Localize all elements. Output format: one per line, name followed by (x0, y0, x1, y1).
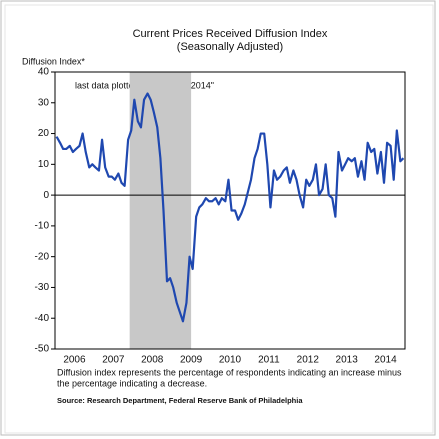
x-tick-label: 2014 (374, 355, 397, 366)
chart-title: Current Prices Received Diffusion Index (133, 28, 328, 40)
y-tick-label: 40 (38, 67, 50, 78)
y-tick-label: -30 (35, 282, 50, 293)
y-tick-label: 30 (38, 97, 50, 108)
y-tick-label: 10 (38, 159, 50, 170)
x-tick-label: 2009 (180, 355, 203, 366)
x-tick-label: 2008 (141, 355, 164, 366)
x-tick-label: 2013 (336, 355, 359, 366)
x-tick-label: 2006 (63, 355, 86, 366)
y-tick-label: -40 (35, 313, 50, 324)
y-tick-label: -10 (35, 221, 50, 232)
x-tick-label: 2011 (258, 355, 280, 366)
chart-subtitle: (Seasonally Adjusted) (177, 41, 283, 53)
source: Source: Research Department, Federal Res… (57, 396, 303, 405)
y-tick-label: -50 (35, 344, 50, 355)
x-tick-label: 2007 (102, 355, 125, 366)
y-tick-label: -20 (35, 251, 50, 262)
data-line (55, 92, 405, 323)
note-line: the percentage indicating a decrease. (57, 378, 207, 388)
plot-frame (54, 71, 406, 350)
y-tick-label: 0 (43, 190, 49, 201)
y-tick-label: 20 (38, 128, 50, 139)
x-tick-label: 2010 (219, 355, 242, 366)
inner-frame (4, 4, 434, 434)
y-axis-label: Diffusion Index* (22, 56, 85, 66)
note-line: Diffusion index represents the percentag… (57, 367, 402, 377)
x-tick-label: 2012 (297, 355, 320, 366)
recession-shade (129, 72, 192, 349)
